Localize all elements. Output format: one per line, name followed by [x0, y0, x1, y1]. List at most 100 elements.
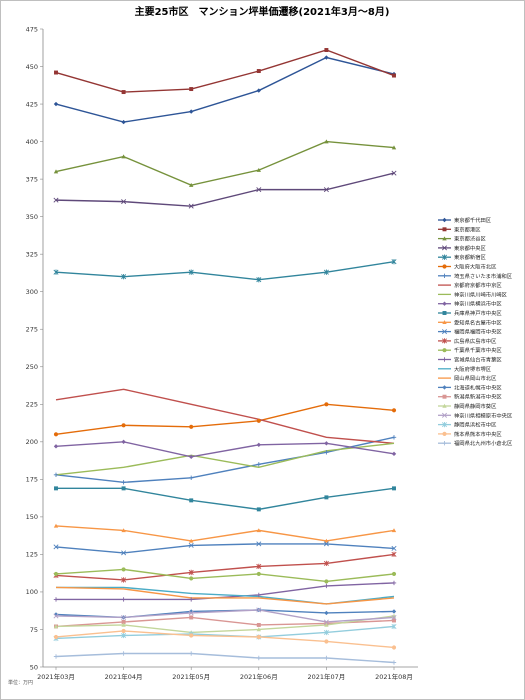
series-line — [55, 609, 395, 623]
series-point — [189, 633, 194, 638]
series-line — [55, 140, 395, 186]
series-line — [56, 487, 395, 511]
legend-label: 静岡県静岡市葵区 — [454, 402, 497, 410]
series-point — [53, 101, 59, 107]
series-point — [323, 541, 329, 547]
legend-marker — [441, 421, 448, 428]
series-point — [121, 528, 126, 533]
legend-label: 東京都港区 — [454, 225, 481, 233]
legend-marker — [442, 264, 447, 269]
series-point — [256, 88, 261, 93]
series-line — [55, 568, 395, 583]
y-tick-label: 50 — [30, 663, 38, 671]
y-tick-label: 125 — [26, 551, 38, 559]
y-tick-label: 175 — [26, 476, 38, 484]
series-point — [391, 170, 397, 176]
series-point — [121, 632, 127, 639]
series-point — [256, 634, 261, 640]
series-line — [55, 260, 395, 281]
legend-label: 福岡県福岡市中央区 — [454, 328, 502, 336]
series-point — [53, 197, 59, 203]
y-tick-label: 150 — [26, 513, 38, 521]
x-tick-label: 2021年06月 — [240, 672, 278, 681]
series-point — [324, 48, 329, 52]
y-tick-label: 75 — [30, 626, 38, 634]
legend-label: 愛知県名古屋市中区 — [454, 318, 502, 326]
series-line — [55, 172, 395, 207]
series-point — [121, 577, 127, 583]
series-point — [391, 528, 397, 533]
series-point — [189, 597, 194, 602]
unit-note: 単位：万円 — [8, 679, 33, 686]
series-point — [256, 541, 262, 547]
series-point — [324, 639, 329, 644]
series-point — [121, 628, 126, 634]
series-point — [323, 619, 329, 625]
series-point — [256, 655, 261, 661]
series-point — [256, 69, 261, 74]
legend-label: 兵庫県神戸市中央区 — [454, 309, 502, 317]
series-point — [324, 55, 329, 60]
series-point — [121, 597, 126, 602]
series-point — [324, 495, 329, 500]
series-lines — [55, 49, 395, 664]
axes: 50 75 100 125 150 175 200 225 250 275 300 325 350 375… — [26, 25, 418, 681]
series-point — [189, 651, 194, 656]
series-point — [324, 583, 329, 589]
series-point — [392, 73, 396, 78]
series-point — [256, 277, 262, 283]
series-point — [391, 145, 397, 150]
legend-marker — [442, 441, 447, 446]
series-point — [256, 418, 261, 423]
y-tick-label: 250 — [26, 363, 38, 371]
series-point — [53, 634, 59, 640]
series-point — [256, 627, 261, 632]
series-point — [391, 614, 397, 620]
series-point — [391, 623, 397, 630]
series-line — [55, 543, 395, 554]
series-point — [121, 614, 127, 620]
legend-marker — [441, 412, 448, 418]
series-point — [391, 580, 397, 586]
series-point — [391, 259, 397, 265]
series-line — [55, 630, 395, 649]
series-point — [391, 645, 397, 650]
legend-label: 宮城県仙台市青葉区 — [454, 356, 502, 364]
series-point — [53, 571, 59, 577]
series-point — [188, 542, 194, 548]
legend-label: 岡山県岡山市北区 — [454, 374, 497, 382]
series-point — [53, 432, 59, 437]
series-point — [188, 203, 194, 209]
series-point — [53, 269, 59, 275]
legend-marker — [442, 217, 447, 223]
y-tick-label: 225 — [26, 401, 38, 409]
series-point — [53, 472, 59, 478]
y-tick-label: 300 — [26, 288, 38, 296]
series-point — [256, 167, 261, 172]
legend-label: 神奈川県川崎市川崎区 — [454, 290, 508, 298]
legend-marker — [442, 348, 447, 353]
legend: 東京都千代田区東京都港区東京都渋谷区東京都中央区東京都新宿区大阪府大阪市北区埼玉… — [438, 216, 513, 447]
legend-marker — [442, 320, 447, 325]
legend-label: 東京都中央区 — [454, 244, 486, 252]
series-point — [189, 498, 194, 503]
series-point — [121, 480, 126, 485]
series-point — [189, 475, 194, 481]
series-point — [323, 560, 329, 567]
series-point — [391, 609, 397, 614]
series-point — [121, 423, 126, 428]
series-point — [324, 441, 329, 446]
legend-marker — [441, 329, 448, 335]
series-point — [121, 439, 126, 445]
legend-label: 大阪府大阪市北区 — [454, 263, 497, 271]
series-markers — [53, 48, 397, 665]
series-point — [391, 545, 397, 551]
series-line — [55, 56, 395, 123]
legend-marker — [442, 236, 447, 241]
legend-marker — [441, 245, 448, 251]
series-point — [391, 451, 397, 457]
series-point — [256, 507, 261, 512]
series-line — [55, 441, 395, 458]
series-point — [324, 579, 329, 584]
